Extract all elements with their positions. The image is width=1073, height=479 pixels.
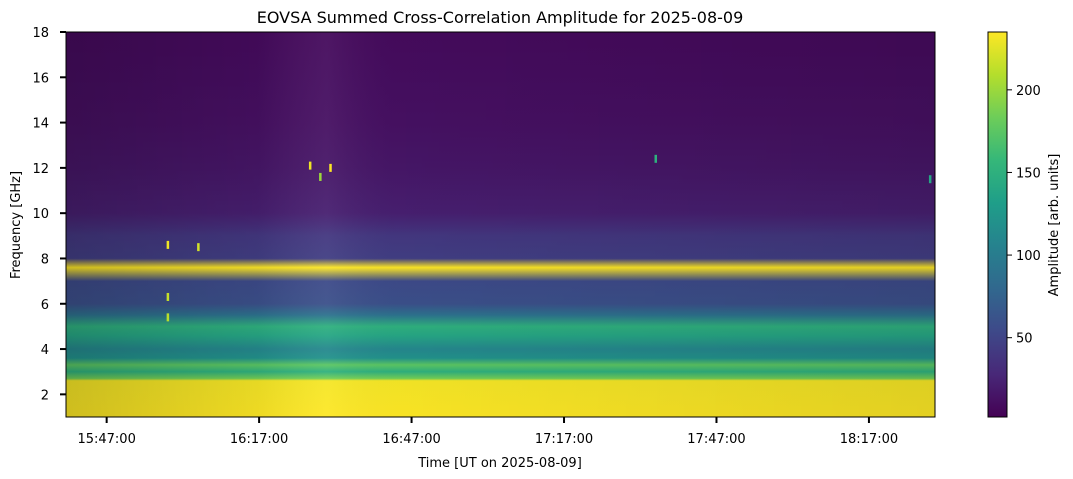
bursts-layer — [166, 154, 932, 322]
colorbar-tick-label: 100 — [1016, 249, 1041, 264]
time-variation-shading — [66, 32, 935, 417]
y-tick-label: 10 — [32, 207, 49, 222]
x-tick-label: 18:17:00 — [840, 432, 898, 447]
burst-mark — [197, 243, 200, 252]
y-tick-label: 12 — [32, 162, 49, 177]
y-tick-label: 2 — [41, 388, 49, 403]
burst-mark — [166, 240, 170, 249]
colorbar-tick-label: 150 — [1016, 166, 1041, 181]
x-tick-label: 16:17:00 — [230, 432, 288, 447]
plot-area — [66, 32, 935, 417]
colorbar-gradient — [987, 31, 1008, 418]
burst-mark — [654, 154, 657, 163]
burst-mark — [319, 172, 322, 181]
y-tick-label: 6 — [41, 298, 49, 313]
colorbar-tick-label: 50 — [1016, 332, 1033, 347]
burst-mark — [308, 161, 312, 170]
plot-frame — [65, 31, 936, 418]
y-axis-ticks: 2 4 6 8 10 12 14 16 18 — [32, 26, 66, 403]
burst-mark — [166, 292, 170, 301]
y-tick-label: 8 — [41, 252, 49, 267]
colorbar-tick-label: 200 — [1016, 84, 1041, 99]
burst-mark — [329, 163, 332, 172]
x-tick-label: 17:47:00 — [687, 432, 745, 447]
colorbar: 50 100 150 200 Amplitude [arb. units] — [987, 31, 1062, 418]
x-tick-label: 16:47:00 — [382, 432, 440, 447]
y-tick-label: 18 — [32, 26, 49, 41]
colorbar-label: Amplitude [arb. units] — [1047, 154, 1062, 297]
y-tick-label: 16 — [32, 71, 49, 86]
burst-mark — [166, 313, 170, 322]
burst-mark — [928, 175, 932, 184]
colorbar-ticks: 50 100 150 200 — [1007, 84, 1041, 347]
y-tick-label: 4 — [41, 343, 49, 358]
y-axis-label: Frequency [GHz] — [9, 171, 24, 279]
x-axis-ticks: 15:47:00 16:17:00 16:47:00 17:17:00 17:47:00… — [77, 417, 898, 447]
chart-title: EOVSA Summed Cross-Correlation Amplitude… — [257, 8, 744, 27]
y-tick-label: 14 — [32, 117, 49, 132]
x-axis-label: Time [UT on 2025-08-09] — [417, 456, 582, 471]
x-tick-label: 15:47:00 — [77, 432, 135, 447]
x-tick-label: 17:17:00 — [535, 432, 593, 447]
